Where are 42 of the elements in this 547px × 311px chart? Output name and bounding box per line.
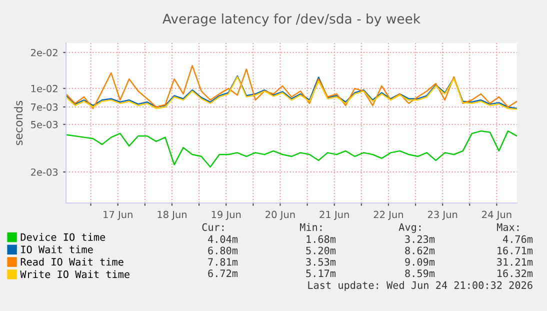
text: Min: — [300, 223, 322, 231]
text: 8.62m — [405, 246, 435, 254]
text: 3.53m — [306, 258, 336, 266]
y-tick-label: 5e-03 — [31, 120, 58, 128]
text: 7.81m — [208, 258, 238, 266]
legend-label: Device IO time — [20, 233, 106, 241]
legend-label: IO Wait time — [21, 245, 93, 254]
text: Avg: — [398, 223, 421, 233]
line-series — [66, 65, 517, 110]
x-tick-label: 24 Jun — [482, 210, 512, 220]
text: 5.20m — [306, 246, 336, 254]
x-tick-label: 19 Jun — [212, 210, 241, 220]
text: 9.09m — [405, 258, 435, 266]
y-axis-title: seconds — [14, 100, 23, 146]
text: 8.59m — [405, 270, 435, 278]
y-tick-label: 1e-02 — [31, 84, 58, 92]
text: 6.80m — [208, 246, 238, 254]
x-tick-label: 22 Jun — [374, 210, 403, 220]
x-tick-label: 18 Jun — [158, 210, 186, 220]
y-tick-label: 2e-02 — [31, 48, 58, 56]
text: 31.21m — [497, 258, 533, 266]
text: 5.17m — [306, 270, 336, 278]
x-tick-label: 17 Jun — [104, 210, 132, 220]
y-tick-label: 7e-03 — [31, 103, 58, 111]
legend-label: Write IO Wait time — [20, 270, 130, 278]
text: 4.04m — [208, 235, 238, 243]
text: 4.76m — [502, 235, 533, 243]
text: 1.68m — [306, 235, 336, 243]
text: Cur: — [202, 223, 224, 231]
x-tick-label: 20 Jun — [266, 210, 295, 220]
text: 16.32m — [498, 270, 533, 278]
x-tick-label: 23 Jun — [428, 210, 458, 220]
line-series — [66, 130, 517, 168]
text: Max: — [497, 223, 519, 231]
x-tick-label: 21 Jun — [320, 210, 349, 220]
text: 3.23m — [405, 235, 435, 243]
text: Last update: Wed Jun 24 21:00:32 2026 — [308, 281, 532, 291]
text: 16.71m — [498, 246, 533, 254]
y-tick-label: 2e-03 — [31, 168, 58, 176]
chart-title: Average latency for /dev/sda - by week — [162, 14, 421, 26]
legend-label: Read IO Wait time — [20, 258, 124, 266]
text: 6.72m — [208, 270, 238, 278]
